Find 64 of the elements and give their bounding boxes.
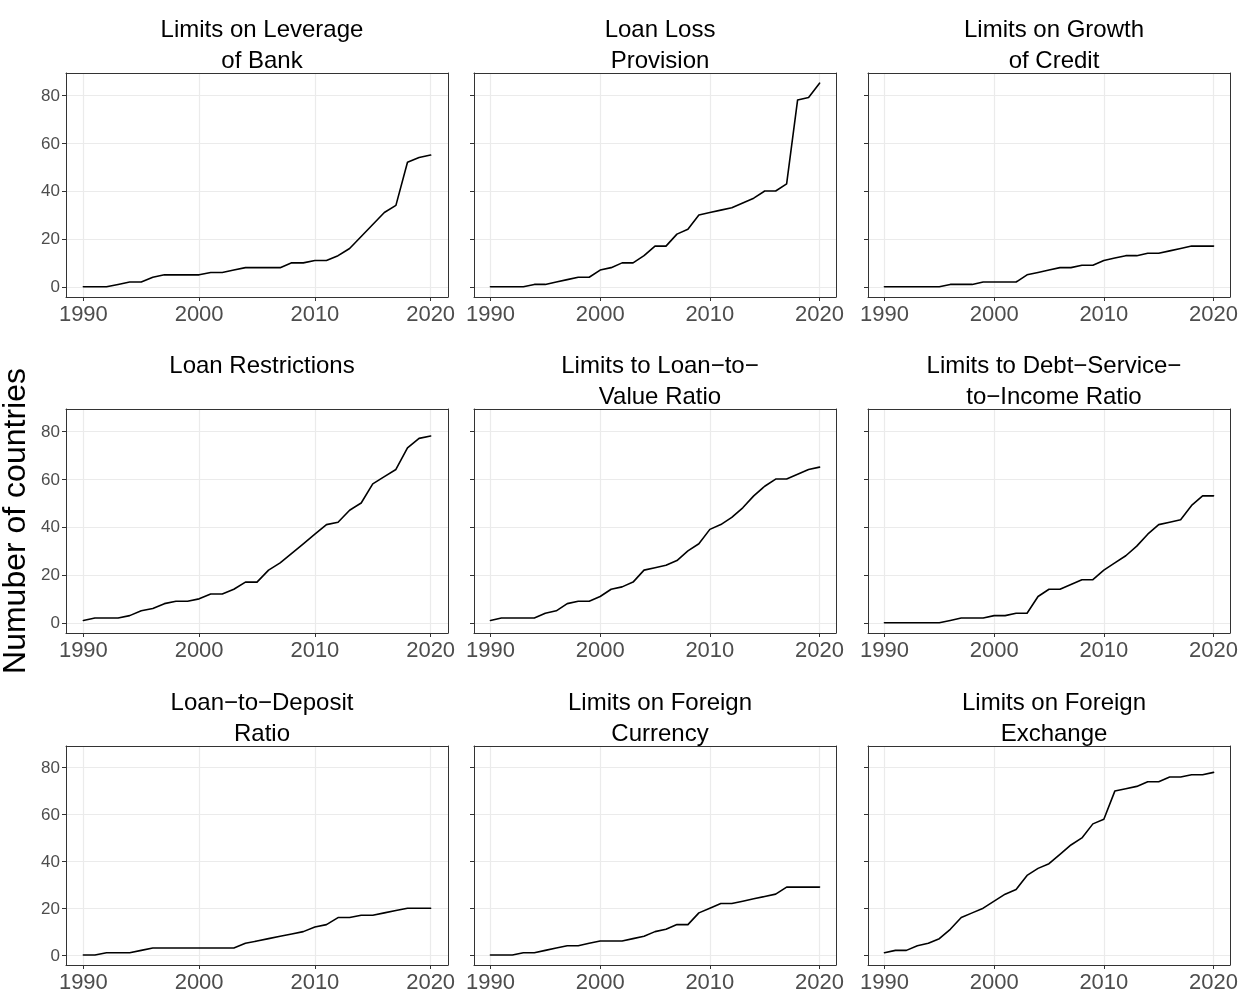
- x-tick-label: 2010: [290, 300, 340, 326]
- chart-title: Loan Restrictions: [169, 351, 355, 378]
- x-tick-label: 2010: [1079, 968, 1129, 994]
- x-tick-label: 2000: [575, 968, 625, 994]
- x-tick-label: 1990: [859, 636, 909, 662]
- x-tick-label: 2020: [795, 968, 845, 994]
- x-tick-label: 2000: [969, 300, 1019, 326]
- chart-title: Limits on Leverage of Bank: [160, 15, 364, 73]
- x-tick-label: 2020: [406, 968, 456, 994]
- x-tick-label: 2020: [1189, 636, 1239, 662]
- y-tick-label: 60: [41, 469, 60, 489]
- x-tick-label: 2010: [685, 636, 735, 662]
- y-tick-label: 20: [41, 229, 60, 249]
- y-tick-label: 20: [41, 898, 60, 918]
- chart-title: Loan−to−Deposit Ratio: [170, 688, 354, 746]
- x-tick-label: 2010: [1079, 636, 1129, 662]
- chart-title: Limits to Debt−Service− to−Income Ratio: [926, 351, 1182, 409]
- y-tick-label: 40: [41, 181, 60, 201]
- x-tick-label: 1990: [58, 636, 108, 662]
- x-tick-label: 2020: [795, 636, 845, 662]
- x-tick-label: 2020: [406, 636, 456, 662]
- y-tick-label: 60: [41, 133, 60, 153]
- y-tick-label: 0: [50, 277, 60, 297]
- line-series: [82, 907, 432, 956]
- x-tick-label: 1990: [465, 636, 515, 662]
- x-tick-label: 2010: [290, 636, 340, 662]
- y-tick-label: 60: [41, 805, 60, 825]
- x-tick-label: 2010: [290, 968, 340, 994]
- y-tick-label: 80: [41, 85, 60, 105]
- x-tick-label: 1990: [465, 300, 515, 326]
- chart-title: Loan Loss Provision: [604, 15, 716, 73]
- x-tick-label: 1990: [859, 300, 909, 326]
- x-tick-label: 1990: [58, 300, 108, 326]
- x-tick-label: 2000: [969, 968, 1019, 994]
- x-tick-label: 2000: [174, 636, 224, 662]
- x-tick-label: 2000: [969, 636, 1019, 662]
- y-axis-title: Numuber of countries: [0, 368, 33, 674]
- x-tick-label: 2010: [1079, 300, 1129, 326]
- x-tick-label: 2000: [575, 300, 625, 326]
- x-tick-label: 2020: [795, 300, 845, 326]
- x-tick-label: 1990: [465, 968, 515, 994]
- line-series: [82, 154, 432, 288]
- x-tick-label: 2020: [1189, 300, 1239, 326]
- line-series: [82, 435, 432, 622]
- chart-title: Limits to Loan−to− Value Ratio: [561, 351, 759, 409]
- x-tick-label: 2000: [174, 968, 224, 994]
- y-tick-label: 80: [41, 758, 60, 778]
- y-tick-label: 80: [41, 421, 60, 441]
- y-tick-label: 40: [41, 517, 60, 537]
- x-tick-label: 2010: [685, 968, 735, 994]
- x-tick-label: 2000: [174, 300, 224, 326]
- chart-title: Limits on Foreign Exchange: [961, 688, 1147, 746]
- x-tick-label: 2010: [685, 300, 735, 326]
- x-tick-label: 2000: [575, 636, 625, 662]
- y-tick-label: 40: [41, 851, 60, 871]
- x-tick-label: 2020: [1189, 968, 1239, 994]
- x-tick-label: 1990: [58, 968, 108, 994]
- chart-title: Limits on Growth of Credit: [963, 15, 1145, 73]
- chart-title: Limits on Foreign Currency: [567, 688, 753, 746]
- y-tick-label: 20: [41, 565, 60, 585]
- y-tick-label: 0: [50, 613, 60, 633]
- y-tick-label: 0: [50, 945, 60, 965]
- x-tick-label: 1990: [859, 968, 909, 994]
- x-tick-label: 2020: [406, 300, 456, 326]
